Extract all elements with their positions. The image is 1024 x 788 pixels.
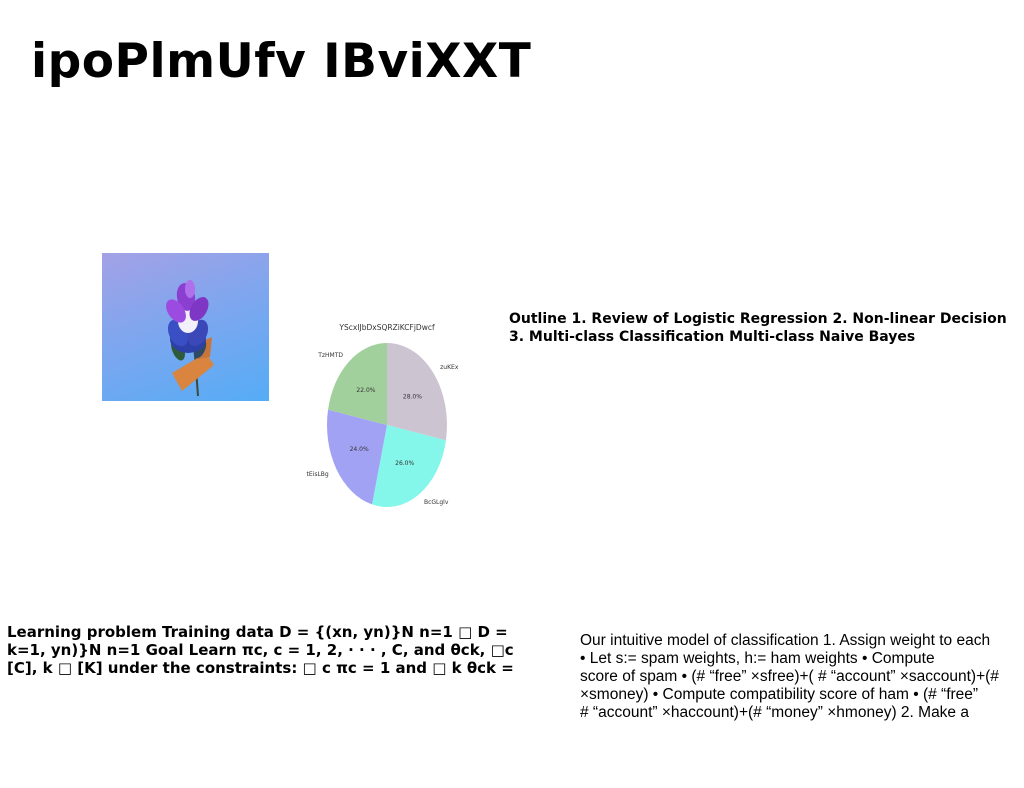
- flower-illustration: [166, 280, 214, 397]
- pie-category-label: TzHMTD: [317, 352, 343, 359]
- slide-title: ipoPlmUfv IBviXXT: [31, 34, 532, 89]
- pie-slice-TzHMTD: [328, 343, 387, 425]
- pie-category-label: zuKEx: [440, 364, 459, 371]
- flower-photo: [102, 253, 269, 401]
- intuitive-model-line: • Let s:= spam weights, h:= ham weights …: [580, 650, 935, 667]
- pie-pct-label: 22.0%: [356, 387, 375, 394]
- pie-slice-zuKEx: [387, 343, 447, 441]
- intuitive-model-text: Our intuitive model of classification 1.…: [580, 632, 1020, 722]
- intuitive-model-line: ×smoney) • Compute compatibility score o…: [580, 686, 979, 703]
- learning-problem-line: [C], k □ [K] under the constraints: □ c …: [7, 659, 514, 677]
- pie-pct-label: 28.0%: [403, 393, 422, 400]
- outline-line: 3. Multi-class Classification Multi-clas…: [509, 329, 916, 345]
- pie-chart: YScxIJbDxSQRZiKCFjDwcf 28.0% zuKEx 26.0% BcG…: [300, 318, 470, 518]
- pie-chart-svg: YScxIJbDxSQRZiKCFjDwcf 28.0% zuKEx 26.0% BcG…: [307, 323, 459, 507]
- pie-category-label: BcGLglv: [424, 499, 449, 506]
- pie-slice-tEisLBg: [327, 409, 387, 505]
- pie-title: YScxIJbDxSQRZiKCFjDwcf: [338, 323, 435, 332]
- learning-problem-text: Learning problem Training data D = {(xn,…: [7, 623, 547, 677]
- pie-slice-BcGLglv: [372, 425, 446, 507]
- learning-problem-line: Learning problem Training data D = {(xn,…: [7, 623, 508, 641]
- learning-problem-line: k=1, yn)}N n=1 Goal Learn πc, c = 1, 2, …: [7, 641, 514, 659]
- outline-line: Outline 1. Review of Logistic Regression…: [509, 311, 1007, 327]
- pie-pct-label: 24.0%: [350, 446, 369, 453]
- outline-text: Outline 1. Review of Logistic Regression…: [509, 310, 1024, 346]
- pie-category-label: tEisLBg: [307, 471, 329, 478]
- intuitive-model-line: score of spam • (# “free” ×sfree)+( # “a…: [580, 668, 999, 685]
- intuitive-model-line: Our intuitive model of classification 1.…: [580, 632, 991, 649]
- intuitive-model-line: # “account” ×haccount)+(# “money” ×hmone…: [580, 704, 969, 721]
- pie-pct-label: 26.0%: [395, 460, 414, 467]
